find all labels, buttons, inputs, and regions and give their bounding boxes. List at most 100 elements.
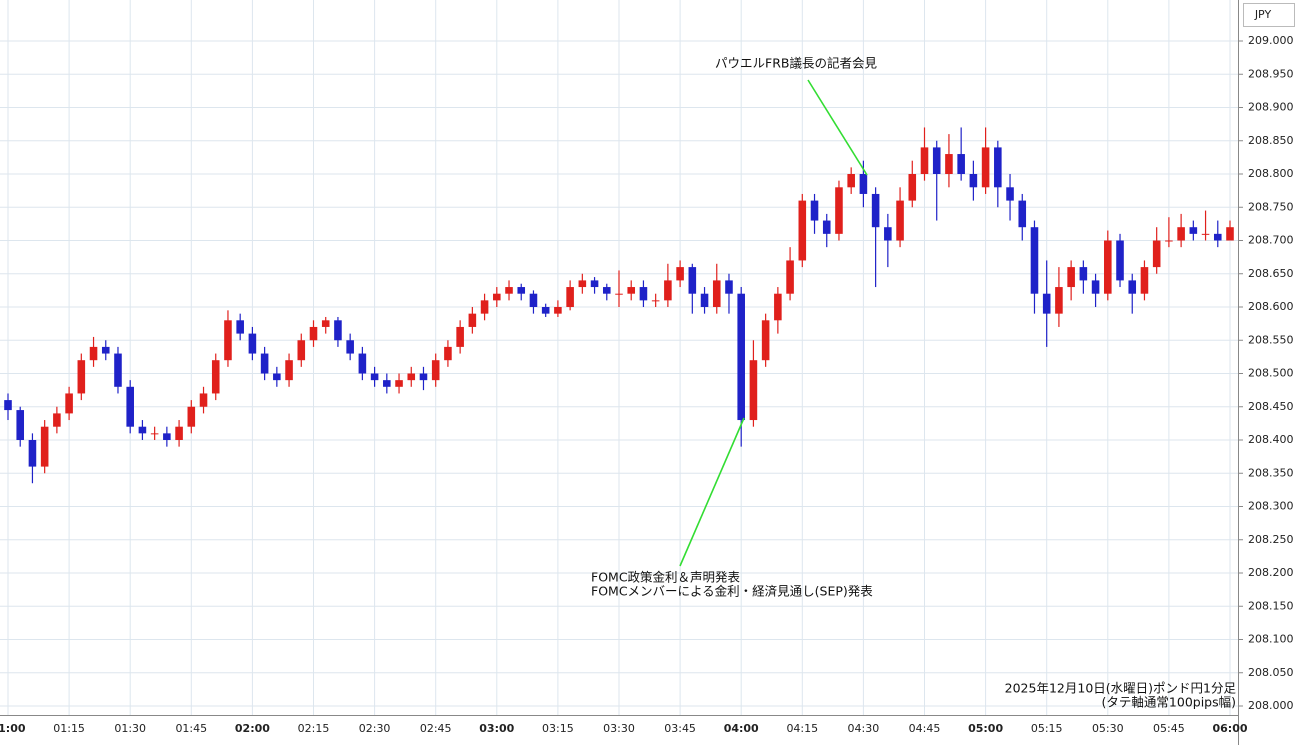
caption: 2025年12月10日(水曜日)ポンド円1分足 <box>1005 681 1237 696</box>
candle-body <box>1213 233 1222 241</box>
candle-body <box>896 200 904 241</box>
caption: (タテ軸通常100pips幅) <box>1102 695 1236 710</box>
candle-body <box>77 360 86 394</box>
candle-body <box>786 260 794 294</box>
x-tick-label: 04:00 <box>724 722 759 735</box>
annotation-line <box>807 79 868 176</box>
candle-body <box>639 287 648 301</box>
x-tick-label: 05:15 <box>1031 722 1063 735</box>
x-tick-label: 06:00 <box>1212 722 1247 735</box>
y-tick-label: 208.350 <box>1248 466 1294 479</box>
candle-body <box>798 200 807 261</box>
y-tick-label: 208.300 <box>1248 500 1294 513</box>
annotation: FOMCメンバーによる金利・経済見通し(SEP)発表 <box>591 584 873 599</box>
currency-box <box>1243 3 1295 27</box>
candle-body <box>847 174 855 188</box>
candle-body <box>1177 227 1185 241</box>
candle-body <box>248 333 257 354</box>
candle-body <box>590 280 599 288</box>
candle-body <box>712 280 721 307</box>
candle-body <box>285 360 293 381</box>
candle-body <box>1226 227 1234 241</box>
candle-body <box>28 440 37 467</box>
candle-body <box>994 147 1002 188</box>
candle-body <box>749 360 758 421</box>
candle-body <box>1165 240 1173 242</box>
y-tick-label: 208.250 <box>1248 533 1294 546</box>
candle-body <box>700 293 709 307</box>
candle-body <box>1116 240 1124 281</box>
candle-body <box>517 287 526 294</box>
candle-body <box>615 293 623 295</box>
candle-body <box>65 393 73 414</box>
candle-body <box>908 174 917 201</box>
y-tick-label: 208.800 <box>1248 167 1294 180</box>
x-tick-label: 05:00 <box>968 722 1003 735</box>
y-tick-label: 208.150 <box>1248 599 1294 612</box>
candle-body <box>370 373 379 381</box>
candle-body <box>40 426 49 467</box>
y-tick-label: 208.700 <box>1248 234 1294 247</box>
y-tick-label: 208.950 <box>1248 67 1294 80</box>
x-tick-label: 01:30 <box>114 722 146 735</box>
candle-body <box>627 287 636 294</box>
candle-body <box>835 187 843 234</box>
candle-body <box>493 293 501 301</box>
candle-body <box>810 200 819 221</box>
annotation-line <box>679 417 745 567</box>
candle-body <box>4 400 12 411</box>
candle-body <box>273 373 281 381</box>
x-tick-label: 05:30 <box>1092 722 1124 735</box>
candle-body <box>53 413 61 427</box>
candle-body <box>554 307 562 314</box>
y-tick-label: 208.600 <box>1248 300 1294 313</box>
candle-body <box>871 193 880 228</box>
candles <box>4 127 1234 484</box>
y-tick-label: 208.200 <box>1248 566 1294 579</box>
x-tick-label: 02:15 <box>298 722 330 735</box>
candle-body <box>1079 267 1088 281</box>
candle-body <box>774 293 782 321</box>
candle-body <box>260 353 269 374</box>
candle-body <box>211 360 220 394</box>
candle-body <box>1055 287 1063 314</box>
candle-body <box>321 320 330 327</box>
y-tick-label: 208.650 <box>1248 267 1294 280</box>
candle-body <box>468 313 477 327</box>
candle-body <box>957 154 965 174</box>
y-axis-cover <box>1239 716 1300 745</box>
axes: 208.000 208.050 208.100 208.150 208.200 208.2… <box>0 34 1300 745</box>
candle-body <box>529 293 538 307</box>
candle-body <box>1104 240 1112 294</box>
candle-body <box>822 220 831 234</box>
y-tick-label: 208.500 <box>1248 367 1294 380</box>
candle-body <box>407 373 416 381</box>
candle-body <box>981 147 990 188</box>
candle-body <box>101 346 110 354</box>
candle-body <box>150 433 159 435</box>
candle-body <box>859 174 868 194</box>
candle-body <box>114 353 122 387</box>
x-tick-label: 03:00 <box>479 722 514 735</box>
y-tick-label: 208.100 <box>1248 633 1294 646</box>
candle-body <box>480 300 489 314</box>
y-tick-label: 208.550 <box>1248 333 1294 346</box>
candle-body <box>664 280 672 301</box>
annotation: FOMC政策金利＆声明発表 <box>591 570 741 585</box>
x-tick-label: 04:15 <box>786 722 818 735</box>
y-tick-label: 208.000 <box>1248 699 1294 712</box>
candle-body <box>456 326 464 347</box>
candle-body <box>444 346 452 361</box>
candle-body <box>383 380 391 387</box>
x-tick-label: 01:15 <box>53 722 85 735</box>
candle-body <box>1152 240 1161 268</box>
candle-body <box>945 154 953 174</box>
candle-body <box>651 300 660 302</box>
candle-body <box>1091 280 1100 294</box>
x-tick-label: 02:30 <box>359 722 391 735</box>
currency-label: JPY <box>1254 8 1272 21</box>
candle-body <box>541 307 550 314</box>
candle-body <box>334 320 342 341</box>
